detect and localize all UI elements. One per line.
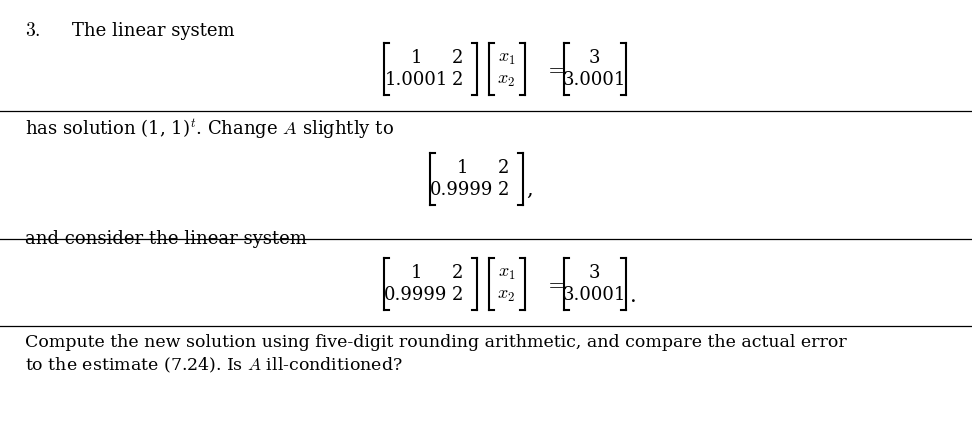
Text: has solution (1, 1)$^t$. Change $A$ slightly to: has solution (1, 1)$^t$. Change $A$ slig… xyxy=(25,117,394,140)
Text: 2: 2 xyxy=(452,49,464,67)
Text: $x_1$: $x_1$ xyxy=(498,264,515,282)
Text: $x_2$: $x_2$ xyxy=(498,71,515,89)
Text: ,: , xyxy=(527,180,533,199)
Text: 1.0001: 1.0001 xyxy=(384,71,448,89)
Text: 1: 1 xyxy=(410,49,422,67)
Text: and consider the linear system: and consider the linear system xyxy=(25,230,307,248)
Text: 0.9999: 0.9999 xyxy=(431,181,494,199)
Text: 2: 2 xyxy=(498,181,509,199)
Text: .: . xyxy=(630,287,637,306)
Text: Compute the new solution using five-digit rounding arithmetic, and compare the a: Compute the new solution using five-digi… xyxy=(25,334,847,351)
Text: 1: 1 xyxy=(456,159,468,177)
Text: $\mathbf{3.}$: $\mathbf{3.}$ xyxy=(25,22,41,40)
Text: 2: 2 xyxy=(452,286,464,304)
Text: $x_2$: $x_2$ xyxy=(498,286,515,304)
Text: 2: 2 xyxy=(452,264,464,282)
Text: $=$: $=$ xyxy=(544,60,564,78)
Text: $=$: $=$ xyxy=(544,275,564,293)
Text: The linear system: The linear system xyxy=(72,22,234,40)
Text: 3.0001: 3.0001 xyxy=(563,71,626,89)
Text: 0.9999: 0.9999 xyxy=(384,286,448,304)
Text: 2: 2 xyxy=(498,159,509,177)
Text: $x_1$: $x_1$ xyxy=(498,49,515,67)
Text: 1: 1 xyxy=(410,264,422,282)
Text: 2: 2 xyxy=(452,71,464,89)
Text: 3: 3 xyxy=(589,49,601,67)
Text: 3: 3 xyxy=(589,264,601,282)
Text: to the estimate (7.24). Is $A$ ill-conditioned?: to the estimate (7.24). Is $A$ ill-condi… xyxy=(25,356,402,375)
Text: 3.0001: 3.0001 xyxy=(563,286,626,304)
